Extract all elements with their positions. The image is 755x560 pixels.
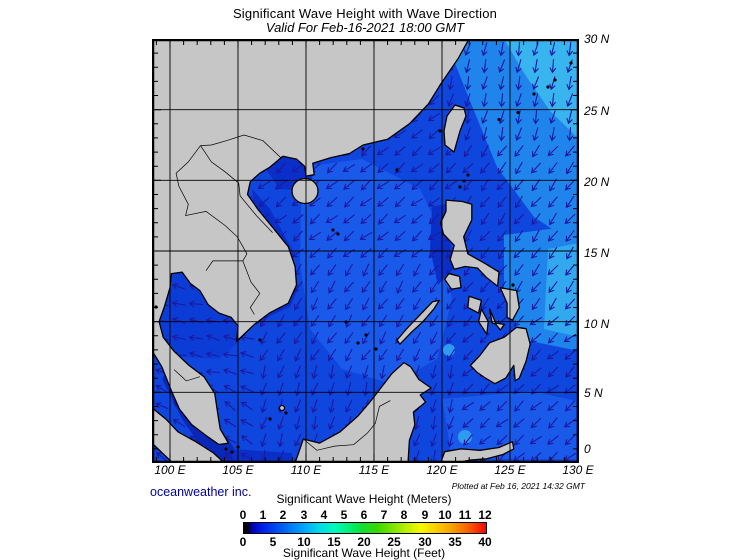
legend-feet-tick: 5 <box>269 535 277 549</box>
legend-meters-tick: 12 <box>478 508 492 522</box>
legend-meters-tick: 8 <box>400 508 408 522</box>
legend-feet-tick: 20 <box>357 535 371 549</box>
land-natuna <box>278 404 286 412</box>
legend-feet-tick: 35 <box>448 535 462 549</box>
plotted-timestamp: Plotted at Feb 16, 2021 14:32 GMT <box>451 481 585 491</box>
graticule-layer <box>152 39 579 463</box>
land-sulawesi <box>439 441 515 463</box>
land-cebu <box>488 308 498 326</box>
land-mindoro <box>444 272 462 290</box>
legend-meters-tick: 1 <box>259 508 267 522</box>
lon-label-115e: 115 E <box>358 463 390 477</box>
land-hainan <box>291 177 319 205</box>
land-borneo <box>294 361 432 463</box>
wave-map <box>152 39 579 463</box>
land-layer <box>152 39 531 463</box>
valid-time-subtitle: Valid For Feb-16-2021 18:00 GMT <box>265 20 465 35</box>
legend-feet-tick: 0 <box>239 535 247 549</box>
legend-feet-title: Significant Wave Height (Feet) <box>282 546 446 560</box>
lon-label-120e: 120 E <box>426 463 458 477</box>
legend-meters-title: Significant Wave Height (Meters) <box>276 492 452 506</box>
land-panay <box>467 295 483 314</box>
wave-height-colorbar <box>243 522 487 534</box>
lat-label-5n: 5 N <box>584 386 603 400</box>
lat-label-0: 0 <box>584 442 591 456</box>
legend-meters-tick: 6 <box>360 508 368 522</box>
axis-ticks-layer <box>154 41 579 461</box>
page-title: Significant Wave Height with Wave Direct… <box>232 6 498 21</box>
land-bohol <box>494 322 506 331</box>
legend-meters-tick: 9 <box>421 508 429 522</box>
legend-feet-tick: 15 <box>327 535 341 549</box>
lon-label-130e: 130 E <box>562 463 594 477</box>
lat-label-30n: 30 N <box>584 32 610 46</box>
legend-meters-tick: 11 <box>458 508 472 522</box>
lon-label-110e: 110 E <box>290 463 322 477</box>
country-borders-layer <box>173 134 391 451</box>
legend-feet-tick: 25 <box>387 535 401 549</box>
legend-feet-tick: 40 <box>478 535 492 549</box>
lon-label-125e: 125 E <box>494 463 526 477</box>
legend-meters-tick: 0 <box>239 508 247 522</box>
lat-label-10n: 10 N <box>584 317 610 331</box>
lon-label-100e: 100 E <box>154 463 186 477</box>
legend-meters-tick: 7 <box>380 508 388 522</box>
land-taiwan <box>443 104 467 153</box>
legend-feet-tick: 30 <box>418 535 432 549</box>
legend-meters-tick: 3 <box>300 508 308 522</box>
land-luzon <box>439 199 500 287</box>
lat-label-25n: 25 N <box>584 104 610 118</box>
lat-label-20n: 20 N <box>584 175 610 189</box>
legend-meters-tick: 5 <box>340 508 348 522</box>
legend-meters-tick: 10 <box>438 508 452 522</box>
legend-meters-tick: 2 <box>279 508 287 522</box>
land-mindanao <box>469 326 531 385</box>
land-palawan <box>396 299 440 345</box>
lat-label-15n: 15 N <box>584 246 610 260</box>
legend-meters-tick: 4 <box>320 508 328 522</box>
lon-label-105e: 105 E <box>222 463 254 477</box>
legend-feet-tick: 10 <box>297 535 311 549</box>
map-frame <box>152 39 579 463</box>
oceanweather-credit: oceanweather inc. <box>150 485 252 499</box>
small-islands-layer <box>154 61 573 454</box>
